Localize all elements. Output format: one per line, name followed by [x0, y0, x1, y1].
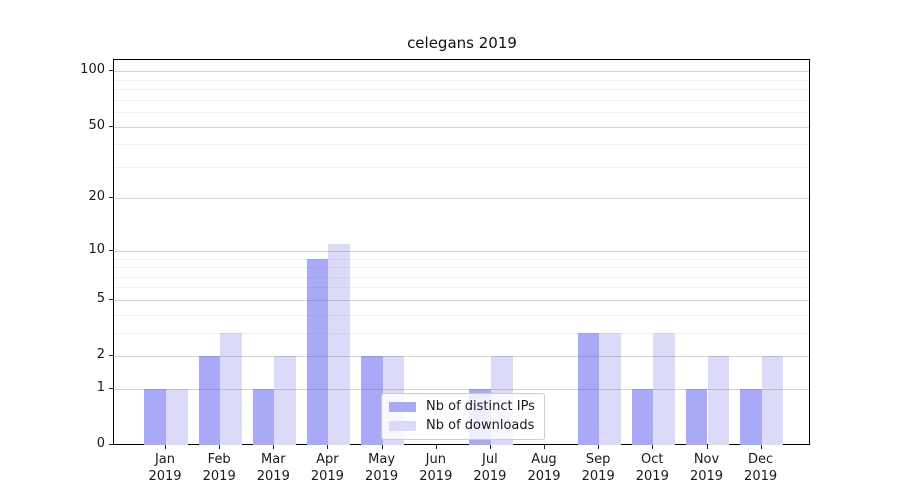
- x-tick-label-dec-2019: Dec 2019: [744, 452, 778, 484]
- x-tick-mark-11: [706, 445, 708, 449]
- y-tick-label-5: 5: [96, 290, 105, 306]
- legend-label-distinct-ips: Nb of distinct IPs: [426, 399, 535, 414]
- bar-mar-2019-downloads: [274, 356, 296, 445]
- bar-jan-2019-ips: [144, 388, 166, 445]
- bar-nov-2019-ips: [685, 388, 708, 445]
- y-tick-label-20: 20: [88, 189, 105, 205]
- bar-may-2019-ips: [360, 356, 383, 445]
- legend-item-distinct-ips: Nb of distinct IPs: [389, 399, 535, 414]
- chart-title: celegans 2019: [407, 34, 517, 52]
- legend-label-downloads: Nb of downloads: [426, 418, 535, 433]
- x-tick-label-oct-2019: Oct 2019: [635, 452, 669, 484]
- x-tick-label-jul-2019: Jul 2019: [473, 452, 507, 484]
- gridline-5: [114, 299, 809, 301]
- y-tick-label-1: 1: [96, 379, 105, 395]
- gridline-40: [114, 144, 809, 146]
- legend-item-downloads: Nb of downloads: [389, 418, 535, 433]
- gridline-70: [114, 99, 809, 101]
- y-tick-label-2: 2: [96, 347, 105, 362]
- x-tick-label-jun-2019: Jun 2019: [419, 452, 453, 484]
- x-tick-label-sep-2019: Sep 2019: [581, 452, 615, 484]
- x-tick-label-aug-2019: Aug 2019: [527, 452, 561, 484]
- bar-oct-2019-ips: [631, 388, 654, 445]
- gridline-20: [114, 198, 809, 200]
- legend: Nb of distinct IPs Nb of downloads: [381, 393, 545, 440]
- x-tick-mark-6: [435, 445, 437, 449]
- y-tick-label-100: 100: [80, 62, 105, 78]
- y-tick-mark-0: [109, 444, 113, 445]
- gridline-10: [114, 250, 809, 252]
- bar-jan-2019-downloads: [166, 388, 188, 445]
- bar-dec-2019-downloads: [761, 356, 784, 445]
- gridline-100: [114, 71, 809, 73]
- x-tick-mark-10: [652, 445, 654, 449]
- gridline-50: [114, 126, 809, 128]
- y-tick-mark-50: [109, 125, 113, 127]
- gridline-90: [114, 79, 809, 81]
- bar-sep-2019-ips: [577, 332, 600, 445]
- x-tick-mark-9: [598, 445, 600, 449]
- gridline-8: [114, 267, 809, 268]
- y-tick-mark-5: [109, 298, 113, 300]
- x-tick-mark-4: [327, 445, 329, 449]
- bar-oct-2019-downloads: [653, 332, 675, 445]
- x-tick-mark-2: [219, 445, 221, 449]
- x-tick-label-jan-2019: Jan 2019: [148, 452, 182, 484]
- gridline-6: [114, 287, 809, 289]
- y-tick-label-10: 10: [88, 241, 105, 257]
- y-tick-label-50: 50: [88, 117, 105, 133]
- gridline-80: [114, 89, 809, 91]
- x-tick-mark-8: [544, 445, 545, 449]
- legend-swatch-downloads: [389, 420, 416, 431]
- gridline-4: [114, 314, 809, 316]
- y-tick-mark-100: [109, 70, 113, 72]
- y-tick-label-0: 0: [96, 436, 105, 451]
- bar-sep-2019-downloads: [599, 332, 621, 445]
- x-tick-label-feb-2019: Feb 2019: [202, 452, 236, 484]
- gridline-2: [114, 356, 809, 357]
- bar-feb-2019-ips: [198, 356, 221, 445]
- gridline-30: [114, 166, 809, 168]
- gridline-7: [114, 276, 809, 278]
- x-tick-mark-7: [489, 445, 491, 449]
- gridline-9: [114, 258, 809, 260]
- x-tick-label-nov-2019: Nov 2019: [689, 452, 724, 484]
- bar-apr-2019-ips: [306, 258, 329, 445]
- x-tick-label-mar-2019: Mar 2019: [256, 452, 290, 484]
- x-tick-mark-12: [760, 445, 762, 449]
- bar-apr-2019-downloads: [328, 243, 351, 445]
- bar-nov-2019-downloads: [707, 356, 730, 445]
- legend-swatch-distinct-ips: [389, 401, 416, 412]
- plot-area: Nb of distinct IPs Nb of downloads: [113, 59, 810, 445]
- bar-mar-2019-ips: [252, 388, 275, 445]
- y-tick-mark-1: [109, 387, 113, 389]
- y-tick-mark-10: [109, 249, 113, 251]
- x-tick-label-may-2019: May 2019: [365, 452, 399, 484]
- gridline-3: [114, 332, 809, 334]
- bar-feb-2019-downloads: [220, 332, 242, 445]
- y-tick-mark-20: [109, 197, 113, 199]
- gridline-1: [114, 388, 809, 390]
- gridline-60: [114, 112, 809, 114]
- x-tick-mark-5: [381, 445, 383, 449]
- x-tick-mark-3: [273, 445, 275, 449]
- x-tick-label-apr-2019: Apr 2019: [310, 452, 344, 484]
- bar-dec-2019-ips: [739, 388, 762, 445]
- x-tick-mark-1: [165, 445, 166, 449]
- y-tick-mark-2: [109, 355, 113, 356]
